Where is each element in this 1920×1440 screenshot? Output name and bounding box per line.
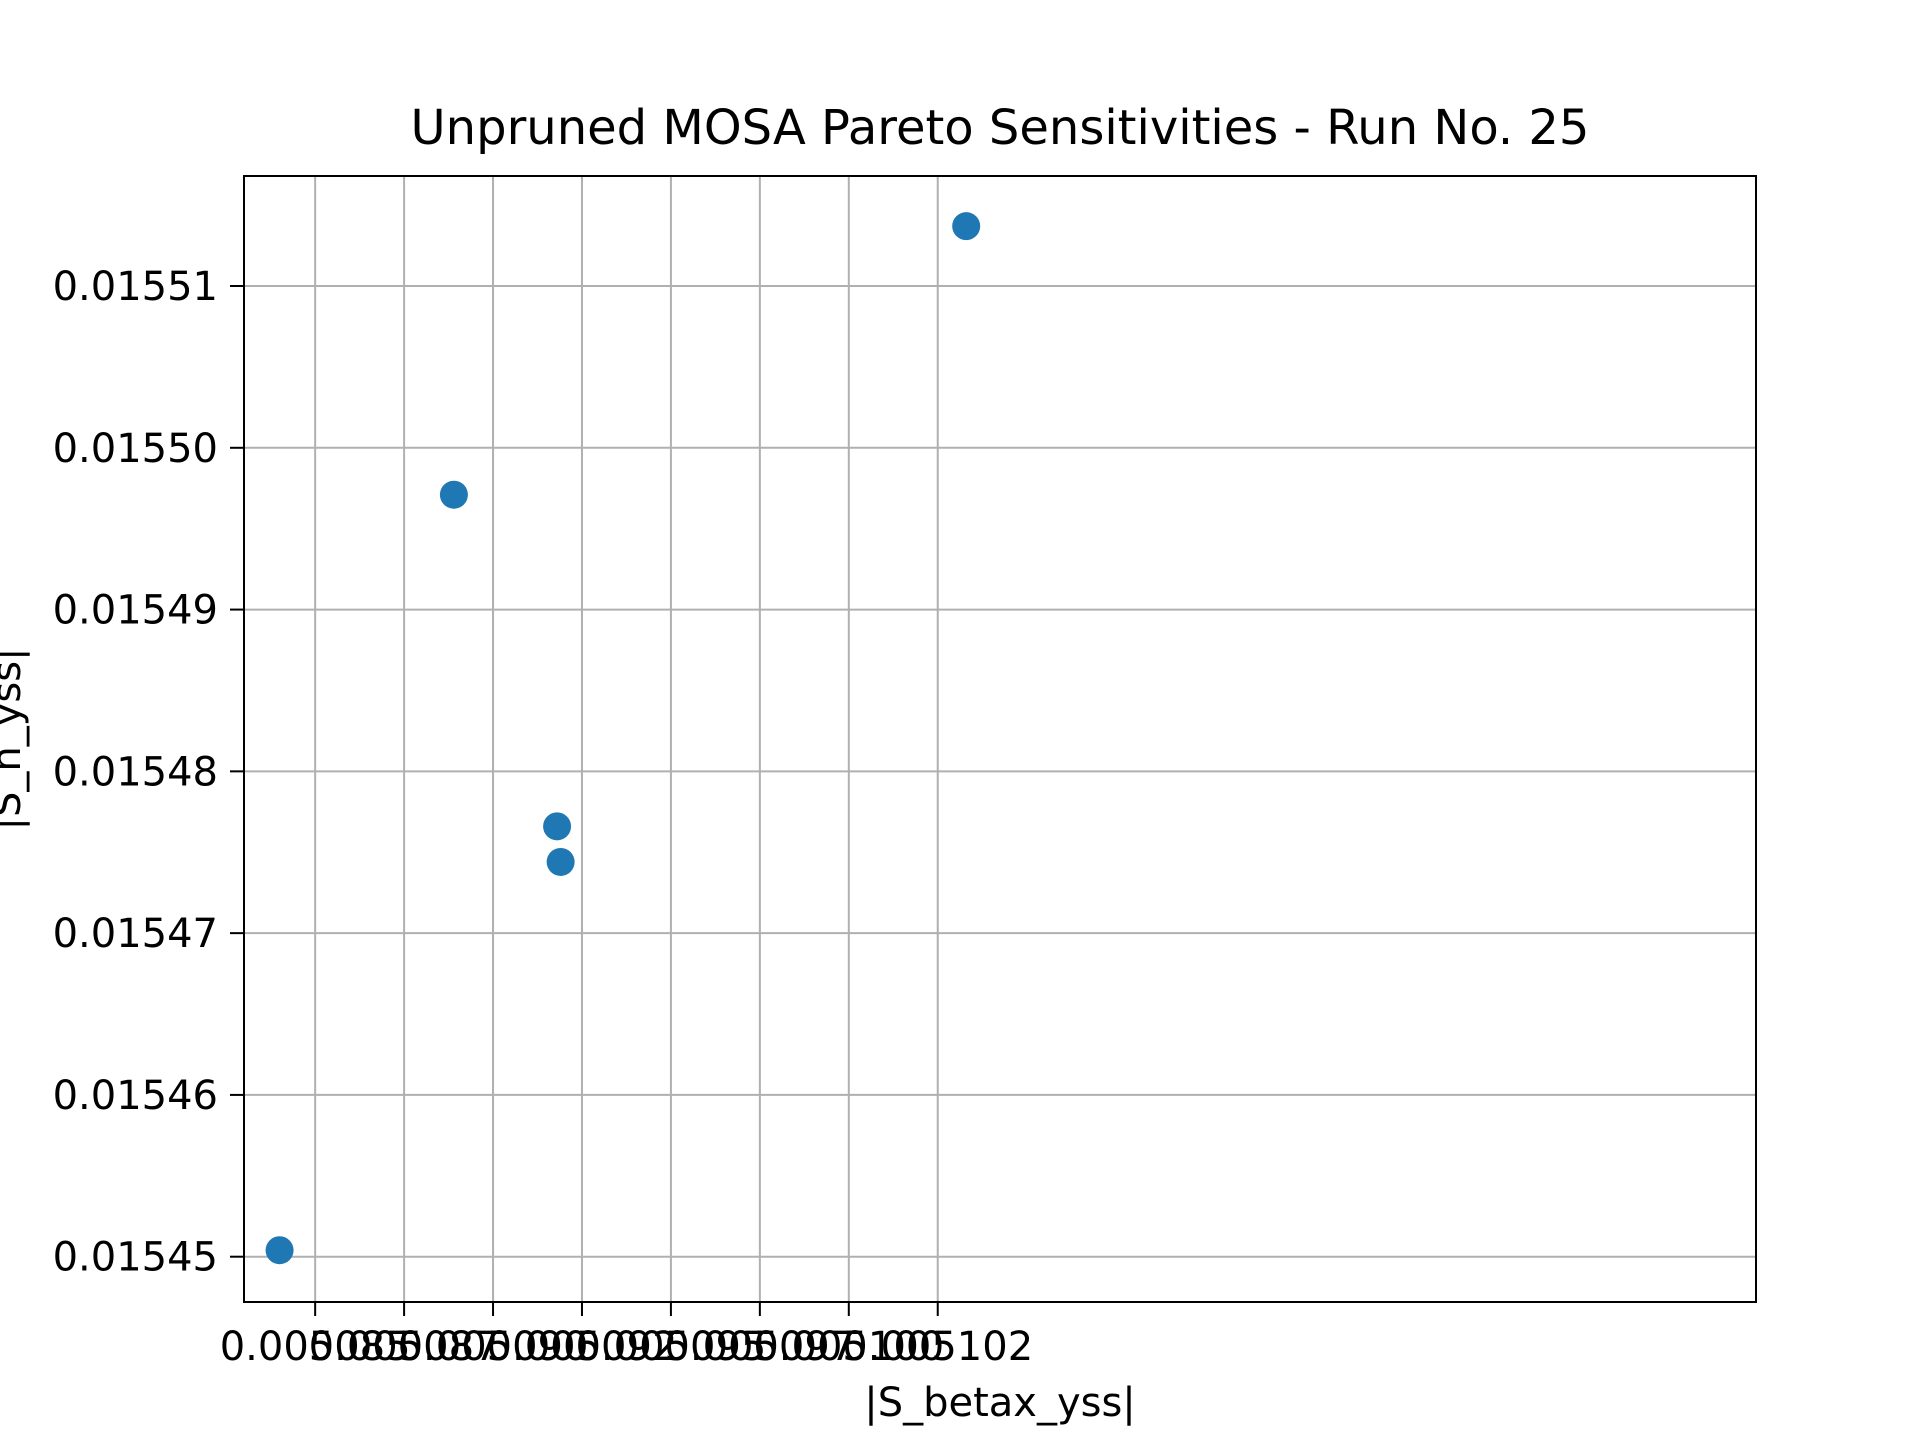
tick-labels: 0.0050850.0050870.0050900.0050920.005095… — [53, 264, 1034, 1370]
x-axis-label: |S_betax_yss| — [864, 1380, 1136, 1426]
y-tick-label: 0.01550 — [53, 426, 218, 472]
y-tick-label: 0.01547 — [53, 911, 218, 957]
x-tick-label: 0.005087 — [309, 1324, 500, 1370]
data-point — [265, 1236, 294, 1265]
x-tick-label: 0.005100 — [753, 1324, 944, 1370]
x-tick-label: 0.005095 — [575, 1324, 766, 1370]
data-point — [543, 812, 572, 841]
grid-lines — [244, 176, 1756, 1302]
x-tick-label: 0.005097 — [664, 1324, 855, 1370]
y-tick-label: 0.01551 — [53, 264, 218, 310]
x-tick-label: 0.005090 — [398, 1324, 589, 1370]
data-point — [952, 212, 981, 241]
y-tick-label: 0.01546 — [53, 1073, 218, 1119]
x-tick-label: 0.005102 — [842, 1324, 1033, 1370]
y-tick-label: 0.01545 — [53, 1235, 218, 1281]
axes-frame — [243, 175, 1757, 1303]
x-tick-label: 0.005092 — [487, 1324, 678, 1370]
data-point — [546, 847, 575, 876]
tick-marks — [230, 285, 939, 1316]
data-points — [265, 212, 981, 1265]
y-tick-label: 0.01548 — [53, 749, 218, 795]
x-tick-label: 0.005085 — [220, 1324, 411, 1370]
y-tick-label: 0.01549 — [53, 588, 218, 634]
chart-title: Unpruned MOSA Pareto Sensitivities - Run… — [411, 100, 1590, 156]
y-axis-label: |S_n_yss| — [0, 647, 30, 830]
data-point — [439, 480, 468, 509]
